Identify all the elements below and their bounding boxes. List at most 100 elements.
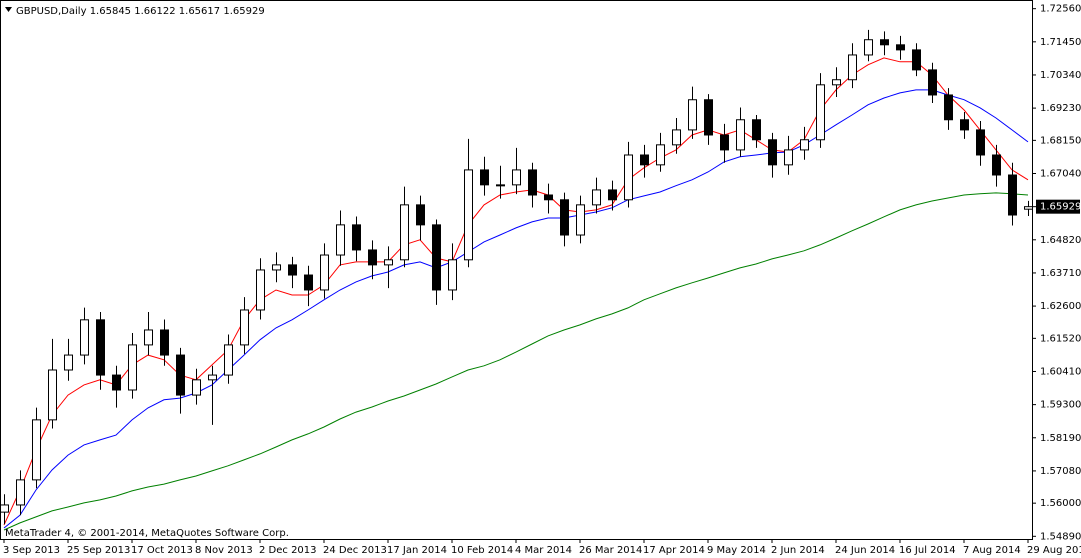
candle-body: [640, 154, 649, 166]
candle-body: [352, 224, 361, 251]
y-tick-label: 1.63710: [1040, 268, 1081, 279]
candle-body: [576, 204, 585, 236]
close-price: 1.65929: [223, 6, 264, 17]
candle-body: [336, 224, 345, 256]
candle-body: [272, 264, 281, 271]
candle-body: [0, 504, 9, 513]
candle-body: [960, 119, 969, 131]
x-tick-label: 24 Jun 2014: [835, 545, 895, 556]
low-price: 1.65617: [179, 6, 220, 17]
y-tick-label: 1.58190: [1040, 433, 1081, 444]
x-tick-label: 2 Jun 2014: [771, 545, 825, 556]
candle-body: [944, 94, 953, 121]
x-tick-label: 17 Oct 2013: [131, 545, 193, 556]
candle-body: [896, 44, 905, 51]
y-tick-label: 1.68150: [1040, 135, 1081, 146]
candle-body: [608, 189, 617, 201]
candle-body: [16, 479, 25, 506]
candle-body: [144, 329, 153, 346]
candle-body: [528, 169, 537, 196]
candle-body: [32, 419, 41, 481]
x-tick-label: 25 Sep 2013: [67, 545, 130, 556]
candle-body: [448, 259, 457, 291]
candle-body: [304, 274, 313, 291]
candle-body: [192, 379, 201, 396]
x-tick-label: 2 Dec 2013: [259, 545, 317, 556]
y-tick-label: 1.67040: [1040, 169, 1081, 180]
candle-body: [112, 374, 121, 391]
candle-body: [976, 129, 985, 156]
y-tick-label: 1.64820: [1040, 235, 1081, 246]
candle-body: [912, 49, 921, 71]
candle-body: [416, 204, 425, 226]
candle-body: [384, 259, 393, 266]
y-tick-label: 1.56000: [1040, 498, 1081, 509]
candle-body: [128, 344, 137, 391]
candle-body: [928, 69, 937, 96]
candle-body: [624, 154, 633, 201]
candle-body: [656, 144, 665, 166]
price-marker: [1036, 199, 1080, 214]
y-tick-label: 1.62600: [1040, 301, 1081, 312]
high-price: 1.66122: [134, 6, 175, 17]
candle-body: [160, 329, 169, 356]
candle-body: [432, 224, 441, 291]
candle-body: [176, 354, 185, 396]
candle-body: [736, 119, 745, 151]
open-price: 1.65845: [90, 6, 131, 17]
candle-body: [96, 319, 105, 376]
candle-body: [784, 149, 793, 166]
candle-body: [64, 354, 73, 371]
candle-body: [688, 99, 697, 131]
price-marker-label: 1.65929: [1040, 202, 1081, 213]
copyright: MetaTrader 4, © 2001-2014, MetaQuotes So…: [5, 528, 289, 539]
candle-body: [480, 169, 489, 186]
candle-body: [80, 319, 89, 356]
plot: [0, 29, 1033, 531]
candle-body: [1008, 174, 1017, 216]
x-tick-label: 3 Sep 2013: [3, 545, 60, 556]
candle-body: [1024, 206, 1033, 210]
candle-body: [592, 189, 601, 206]
candle-body: [512, 169, 521, 186]
y-tick-label: 1.54890: [1040, 531, 1081, 542]
y-tick-label: 1.57080: [1040, 466, 1081, 477]
x-tick-label: 8 Nov 2013: [195, 545, 253, 556]
candle-body: [848, 54, 857, 81]
candle-body: [992, 154, 1001, 176]
y-tick-label: 1.72560: [1040, 4, 1081, 15]
candle-body: [544, 194, 553, 201]
y-tick-label: 1.61520: [1040, 333, 1081, 344]
x-tick-label: 17 Jan 2014: [387, 545, 447, 556]
candle-body: [224, 344, 233, 376]
candle-body: [704, 99, 713, 136]
candle-body: [880, 39, 889, 46]
candle-body: [208, 374, 217, 381]
moving-average: [3, 89, 1029, 529]
candle-body: [288, 264, 297, 276]
candle-body: [240, 309, 249, 346]
symbol: GBPUSD,Daily: [16, 6, 87, 17]
y-tick-label: 1.69230: [1040, 103, 1081, 114]
candle-body: [800, 139, 809, 151]
y-tick-label: 1.70340: [1040, 70, 1081, 81]
x-tick-label: 24 Dec 2013: [323, 545, 387, 556]
candle-body: [752, 119, 761, 141]
candle-body: [864, 39, 873, 56]
candle-body: [768, 139, 777, 166]
candle-body: [48, 369, 57, 421]
candle-body: [496, 184, 505, 187]
candle-body: [256, 269, 265, 311]
candle-body: [400, 204, 409, 261]
y-tick-label: 1.71450: [1040, 37, 1081, 48]
candle-body: [464, 169, 473, 261]
x-tick-label: 17 Apr 2014: [643, 545, 705, 556]
y-tick-label: 1.59300: [1040, 400, 1081, 411]
candle-body: [720, 134, 729, 151]
x-tick-label: 4 Mar 2014: [515, 545, 572, 556]
x-tick-label: 7 Aug 2014: [963, 545, 1021, 556]
candle-body: [560, 199, 569, 236]
moving-average: [3, 192, 1029, 531]
